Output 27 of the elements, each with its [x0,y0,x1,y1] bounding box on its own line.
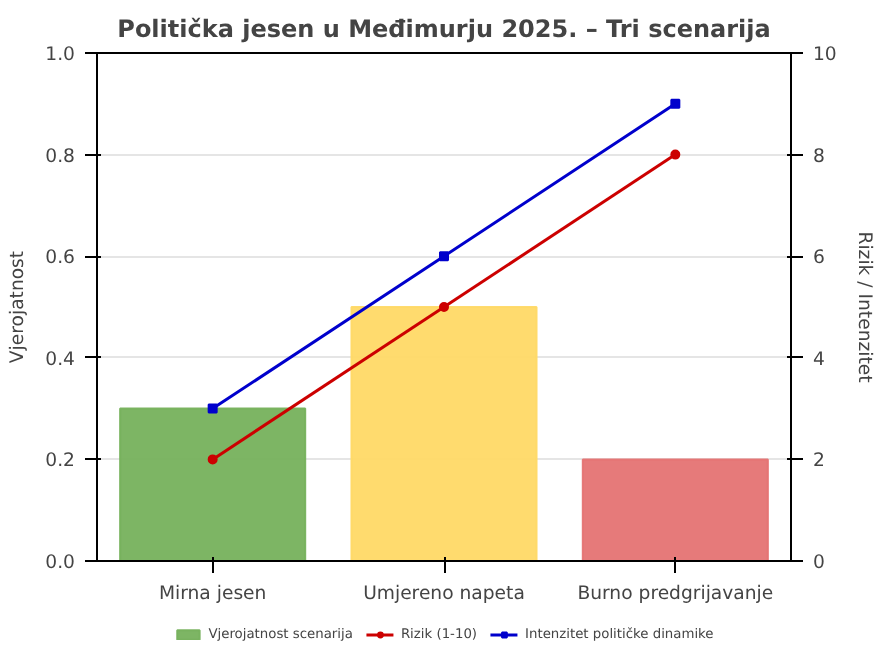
y2-axis-title: Rizik / Intenzitet [852,231,875,384]
y-tick-label: 1.0 [45,44,76,66]
bar [581,458,769,561]
x-tick-label: Mirna jesen [158,583,267,605]
point [207,454,218,465]
point [670,98,681,109]
y2-tick-label: 2 [813,450,825,473]
bar [119,407,307,561]
y2-tick-label: 0 [813,552,825,574]
point [439,251,449,262]
x-tick-label: Umjereno napeta [363,583,525,605]
y2-tick-label: 8 [813,145,825,168]
point [439,302,449,312]
y-tick-label: 0.6 [45,247,76,270]
y2-tick-label: 6 [813,247,825,270]
x-tick-label: Burno predgrijavanje [577,583,774,605]
point [670,149,681,160]
y-axis-title: Vjerojatnost [7,250,30,364]
y-tick-label: 0.0 [45,552,76,574]
y-tick-label: 0.2 [45,450,76,473]
bar [350,306,538,561]
y-tick-label: 0.4 [45,348,76,371]
y2-tick-label: 10 [813,44,837,66]
y2-tick-label: 4 [813,348,825,371]
y-tick-label: 0.8 [45,145,76,168]
chart-title: Politička jesen u Međimurju 2025. – Tri scenarija [117,15,771,43]
point [207,403,218,414]
